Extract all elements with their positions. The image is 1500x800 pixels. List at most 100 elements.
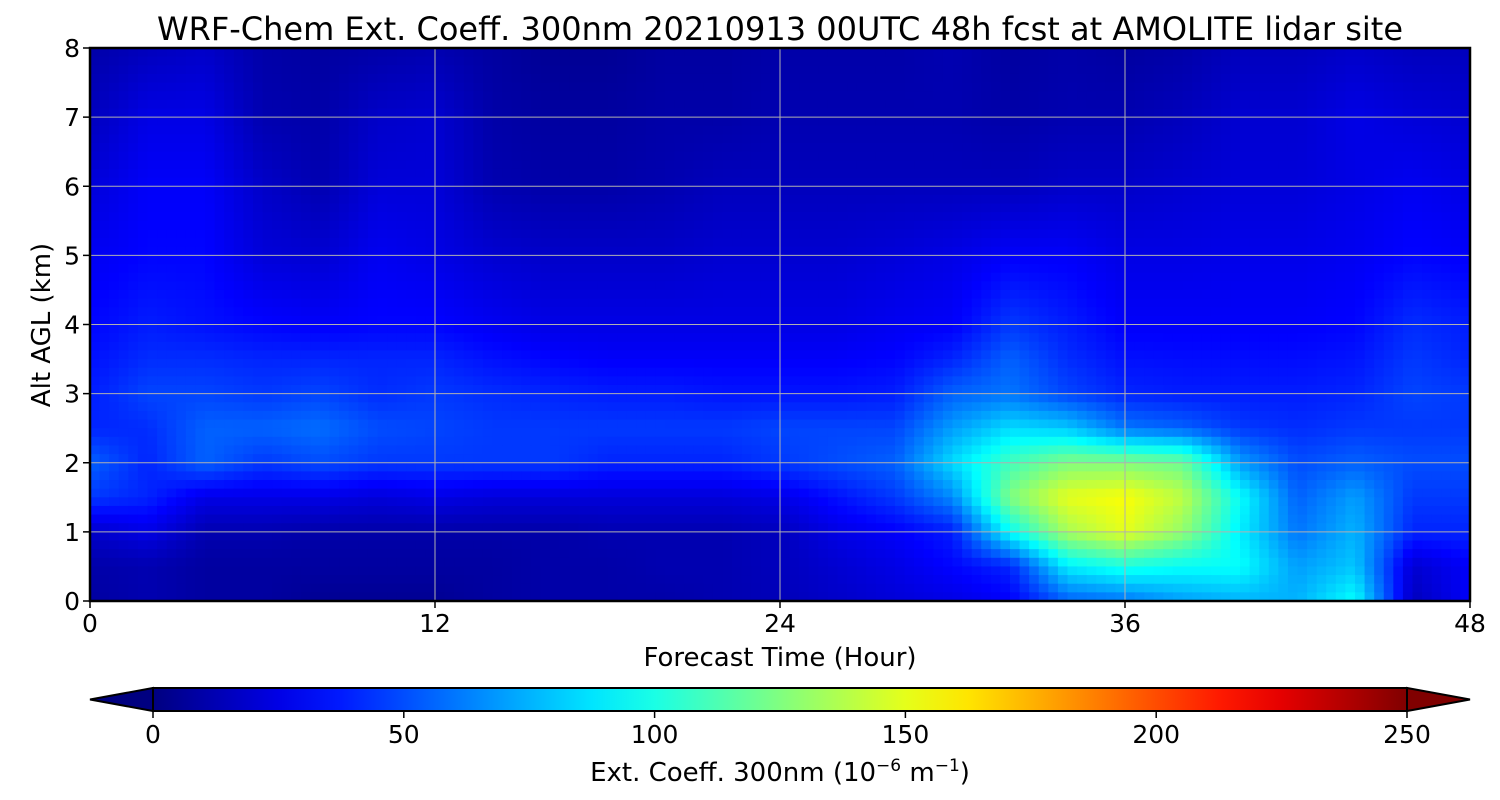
heatmap-cell [1383, 160, 1394, 170]
heatmap-cell [166, 264, 177, 274]
heatmap-cell [1144, 289, 1155, 300]
heatmap-cell [636, 194, 647, 205]
heatmap-cell [1125, 48, 1136, 58]
heatmap-cell [665, 143, 676, 153]
heatmap-cell [693, 220, 704, 231]
heatmap-cell [214, 341, 225, 352]
heatmap-cell [923, 168, 934, 179]
heatmap-cell [942, 229, 954, 239]
heatmap-cell [789, 272, 800, 282]
heatmap-cell [607, 203, 618, 213]
heatmap-cell [607, 151, 618, 161]
heatmap-cell [751, 56, 762, 66]
heatmap-cell [885, 315, 896, 326]
heatmap-cell [856, 186, 867, 196]
heatmap-cell [1057, 160, 1069, 170]
heatmap-cell [415, 264, 427, 274]
heatmap-cell [645, 307, 657, 317]
heatmap-cell [1172, 333, 1184, 343]
heatmap-cell [981, 117, 992, 127]
heatmap-cell [176, 289, 187, 300]
heatmap-cell [320, 203, 331, 213]
heatmap-cell [866, 212, 877, 222]
heatmap-cell [109, 238, 120, 248]
heatmap-cell [1441, 289, 1452, 300]
heatmap-cell [300, 229, 312, 239]
heatmap-cell [1000, 333, 1011, 343]
heatmap-cell [1422, 177, 1433, 187]
heatmap-cell [492, 229, 503, 239]
heatmap-cell [990, 160, 1002, 170]
heatmap-cell [195, 117, 206, 127]
heatmap-cell [521, 143, 532, 153]
heatmap-cell [971, 194, 982, 205]
heatmap-cell [990, 194, 1002, 205]
heatmap-cell [243, 134, 254, 144]
heatmap-cell [770, 91, 781, 101]
heatmap-cell [1211, 289, 1222, 300]
heatmap-cell [90, 151, 101, 161]
heatmap-cell [329, 324, 340, 334]
heatmap-cell [1077, 264, 1088, 274]
heatmap-cell [377, 91, 388, 101]
heatmap-cell [492, 48, 503, 58]
heatmap-cell [923, 108, 934, 118]
heatmap-cell [1431, 125, 1442, 136]
heatmap-cell [435, 99, 446, 110]
heatmap-cell [942, 143, 954, 153]
heatmap-cell [674, 99, 685, 110]
heatmap-cell [339, 272, 350, 282]
heatmap-cell [176, 134, 187, 144]
heatmap-cell [885, 324, 896, 334]
heatmap-cell [1077, 134, 1088, 144]
heatmap-cell [176, 82, 187, 92]
heatmap-cell [300, 177, 312, 187]
heatmap-cell [90, 160, 101, 170]
heatmap-cell [1355, 160, 1366, 170]
heatmap-cell [1374, 186, 1385, 196]
heatmap-cell [1316, 229, 1327, 239]
heatmap-cell [348, 246, 359, 256]
heatmap-cell [1383, 315, 1394, 326]
heatmap-cell [712, 91, 724, 101]
heatmap-cell [1450, 324, 1462, 334]
heatmap-cell [895, 151, 906, 161]
heatmap-cell [780, 203, 791, 213]
heatmap-cell [406, 168, 417, 179]
heatmap-cell [329, 186, 340, 196]
heatmap-cell [751, 333, 762, 343]
heatmap-cell [1268, 168, 1279, 179]
heatmap-cell [444, 108, 455, 118]
heatmap-cell [942, 186, 954, 196]
heatmap-cell [1412, 151, 1423, 161]
heatmap-cell [1105, 82, 1117, 92]
heatmap-cell [1402, 212, 1414, 222]
heatmap-cell [137, 125, 149, 136]
heatmap-cell [1019, 117, 1030, 127]
heatmap-cell [128, 125, 139, 136]
heatmap-cell [358, 177, 369, 187]
heatmap-cell [329, 341, 340, 352]
heatmap-cell [837, 238, 848, 248]
heatmap-cell [1010, 143, 1021, 153]
heatmap-cell [300, 272, 312, 282]
heatmap-cell [693, 99, 704, 110]
heatmap-cell [300, 117, 312, 127]
heatmap-cell [195, 99, 206, 110]
heatmap-cell [981, 108, 992, 118]
heatmap-cell [185, 134, 197, 144]
heatmap-cell [214, 272, 225, 282]
heatmap-cell [665, 194, 676, 205]
heatmap-cell [109, 333, 120, 343]
heatmap-cell [655, 281, 666, 291]
heatmap-cell [1182, 272, 1193, 282]
heatmap-cell [176, 272, 187, 282]
heatmap-cell [1450, 151, 1462, 161]
heatmap-cell [473, 151, 484, 161]
heatmap-cell [166, 186, 177, 196]
heatmap-cell [1259, 307, 1270, 317]
heatmap-cell [1316, 255, 1327, 265]
heatmap-cell [684, 125, 695, 136]
heatmap-cell [1287, 220, 1299, 231]
heatmap-cell [1010, 324, 1021, 334]
